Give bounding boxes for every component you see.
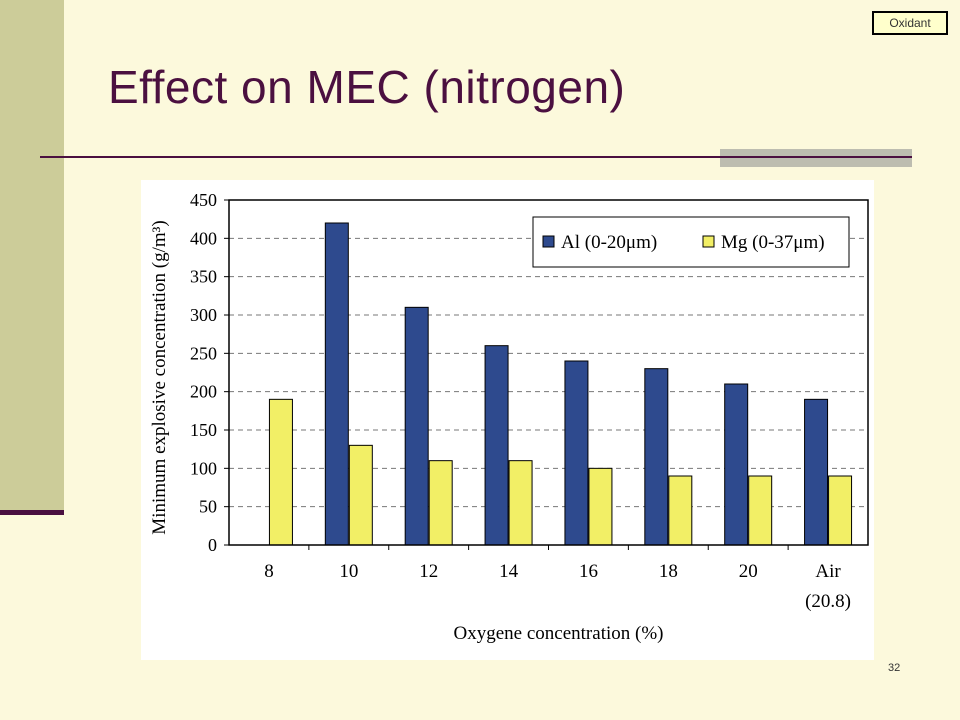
y-tick-label: 250: [190, 343, 217, 363]
x-tick-label: 8: [264, 561, 274, 582]
bar-al-12: [404, 306, 429, 546]
legend-box: [532, 216, 850, 268]
bar-mg-20: [748, 475, 773, 546]
x-axis-label: Oxygene concentration (%): [454, 623, 664, 644]
bar-al-10: [324, 222, 349, 546]
legend-label-al: Al (0-20μm): [561, 232, 657, 253]
bar-chart: 0 50 100 150 200 250 300 350 400 450 8 10 12 14 16 18 2…: [149, 190, 869, 644]
title-divider-accent: [720, 149, 912, 167]
bar-mg-12: [428, 460, 453, 546]
x-tick-label: 10: [339, 561, 358, 582]
bar-al-Air: [804, 398, 829, 546]
bar-mg-10: [348, 444, 373, 546]
left-accent-underline: [0, 510, 64, 515]
bar-mg-8: [268, 398, 293, 546]
y-tick-label: 450: [190, 190, 217, 210]
title-divider-accent-line: [720, 156, 912, 158]
bar-mg-16: [588, 467, 613, 546]
x-tick-label: Air: [815, 561, 841, 582]
y-tick-label: 300: [190, 305, 217, 325]
x-tick-sublabel: (20.8): [805, 591, 851, 612]
page-number: 32: [888, 662, 901, 674]
bar-al-14: [484, 345, 509, 546]
oxidant-button[interactable]: Oxidant: [872, 11, 948, 35]
x-tick-label: 18: [659, 561, 678, 582]
bar-mg-Air: [828, 475, 853, 546]
x-tick-label: 12: [419, 561, 438, 582]
bar-al-16: [564, 360, 589, 546]
y-tick-label: 350: [190, 267, 217, 287]
legend-swatch-al: [542, 235, 555, 248]
chart-container: 0 50 100 150 200 250 300 350 400 450 8 10 12 14 16 18 2…: [141, 180, 874, 660]
x-tick-label: 14: [499, 561, 519, 582]
y-tick-label: 200: [190, 382, 217, 402]
bar-al-18: [644, 368, 669, 546]
legend-swatch-mg: [702, 235, 715, 248]
left-accent-bar: [0, 0, 64, 510]
y-tick-label: 400: [190, 228, 217, 248]
slide-title: Effect on MEC (nitrogen): [108, 61, 626, 113]
y-axis-label: Minimum explosive concentration (g/m³): [149, 220, 170, 534]
y-tick-label: 100: [190, 458, 217, 478]
bar-mg-18: [668, 475, 693, 546]
y-tick-label: 50: [199, 497, 217, 517]
title-divider: [40, 156, 912, 158]
bar-mg-14: [508, 460, 533, 546]
y-tick-label: 0: [208, 535, 217, 555]
legend-label-mg: Mg (0-37μm): [721, 232, 825, 253]
x-tick-label: 16: [579, 561, 598, 582]
y-tick-label: 150: [190, 420, 217, 440]
chart-legend: Al (0-20μm) Mg (0-37μm): [532, 216, 850, 268]
x-tick-label: 20: [739, 561, 758, 582]
bar-al-20: [724, 383, 749, 546]
